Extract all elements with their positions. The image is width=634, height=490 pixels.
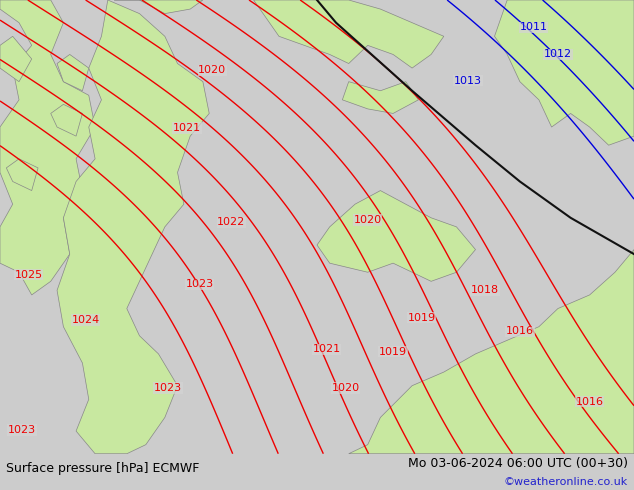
Polygon shape xyxy=(57,0,209,454)
Text: Mo 03-06-2024 06:00 UTC (00+30): Mo 03-06-2024 06:00 UTC (00+30) xyxy=(408,457,628,470)
Polygon shape xyxy=(349,249,634,454)
Polygon shape xyxy=(0,0,95,295)
Text: 1021: 1021 xyxy=(173,123,201,133)
Text: 1025: 1025 xyxy=(15,270,42,279)
Text: 1019: 1019 xyxy=(379,346,407,357)
Text: ©weatheronline.co.uk: ©weatheronline.co.uk xyxy=(503,477,628,487)
Polygon shape xyxy=(0,36,32,82)
Text: 1016: 1016 xyxy=(506,326,534,336)
Text: Surface pressure [hPa] ECMWF: Surface pressure [hPa] ECMWF xyxy=(6,463,200,475)
Text: 1016: 1016 xyxy=(576,396,604,407)
Polygon shape xyxy=(342,82,418,113)
Polygon shape xyxy=(495,0,634,145)
Text: 1020: 1020 xyxy=(354,215,382,225)
Text: 1020: 1020 xyxy=(198,65,226,75)
Polygon shape xyxy=(254,0,444,68)
Text: 1013: 1013 xyxy=(454,76,482,86)
Text: 1023: 1023 xyxy=(186,279,214,290)
Polygon shape xyxy=(317,191,476,281)
Text: 1020: 1020 xyxy=(332,383,359,393)
Text: 1012: 1012 xyxy=(544,49,572,59)
Polygon shape xyxy=(57,54,89,91)
Text: 1018: 1018 xyxy=(471,285,499,295)
Polygon shape xyxy=(51,104,82,136)
Text: 1011: 1011 xyxy=(520,22,548,32)
Text: 1021: 1021 xyxy=(313,344,340,354)
Polygon shape xyxy=(114,0,203,14)
Text: 1022: 1022 xyxy=(217,218,245,227)
Text: 1023: 1023 xyxy=(8,425,36,435)
Polygon shape xyxy=(6,159,38,191)
Text: 1024: 1024 xyxy=(72,315,100,325)
Text: 1023: 1023 xyxy=(154,383,182,393)
Text: 1019: 1019 xyxy=(408,313,436,322)
